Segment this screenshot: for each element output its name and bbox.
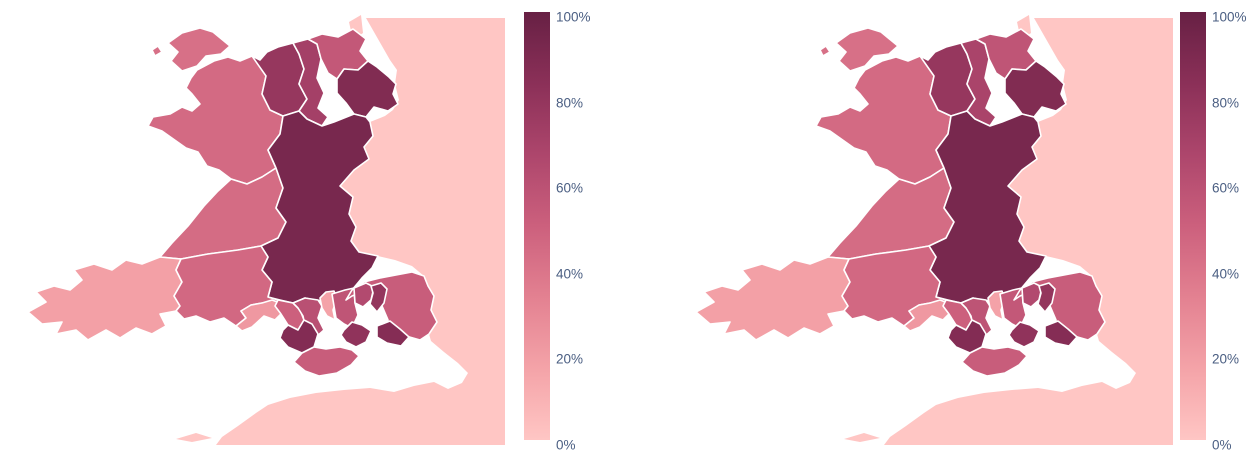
choropleth-map-right [678,8,1180,448]
region-pembrokeshire[interactable] [695,256,851,341]
region-gwynedd[interactable] [815,55,952,185]
region-caerphilly[interactable] [331,287,359,329]
region-torfaen[interactable] [369,282,388,313]
colorbar-tick-label: 0% [556,437,576,453]
region-caerphilly[interactable] [999,287,1027,329]
colorbar-tick-label: 60% [556,180,584,196]
colorbar-tick-label: 100% [556,9,591,25]
base-land-coast-sliver [844,433,880,442]
colorbar-tick-label: 0% [1212,437,1232,453]
base-land-coast-sliver [176,433,212,442]
region-powys[interactable] [260,110,379,304]
colorbar-tick-label: 80% [1212,94,1240,110]
region-wrexham[interactable] [336,60,399,118]
wales-choropleth-svg [27,15,505,445]
wales-choropleth-svg [695,15,1173,445]
region-vale-of-glamorgan[interactable] [293,346,360,377]
region-isle-of-anglesey-islet[interactable] [819,45,831,57]
region-cardiff[interactable] [340,321,372,348]
colorbar-tick-label: 100% [1212,9,1247,25]
base-land-england [216,18,505,445]
region-powys[interactable] [928,110,1047,304]
choropleth-map-left [10,8,512,448]
region-gwynedd[interactable] [147,55,284,185]
colorbar-left: 0% 20% 40% 60% 80% 100% [524,10,591,451]
colorbar-tick-label: 20% [1212,351,1240,367]
colorbar-right: 0% 20% 40% 60% 80% 100% [1180,10,1247,451]
region-rhondda-cynon-taf[interactable] [292,297,325,339]
region-isle-of-anglesey[interactable] [167,27,231,72]
region-isle-of-anglesey-islet[interactable] [151,45,163,57]
region-pembrokeshire[interactable] [27,256,183,341]
region-rhondda-cynon-taf[interactable] [960,297,993,339]
region-wrexham[interactable] [1004,60,1067,118]
colorbar-tick-label: 40% [556,266,584,282]
colorbar-tick-label: 80% [556,94,584,110]
region-cardiff[interactable] [1008,321,1040,348]
region-vale-of-glamorgan[interactable] [961,346,1028,377]
region-newport[interactable] [376,320,410,347]
base-land-england [884,18,1173,445]
region-isle-of-anglesey[interactable] [835,27,899,72]
colorbar-tick-label: 20% [556,351,584,367]
colorbar-tick-label: 60% [1212,180,1240,196]
region-newport[interactable] [1044,320,1078,347]
colorbar-tick-label: 40% [1212,266,1240,282]
region-torfaen[interactable] [1037,282,1056,313]
